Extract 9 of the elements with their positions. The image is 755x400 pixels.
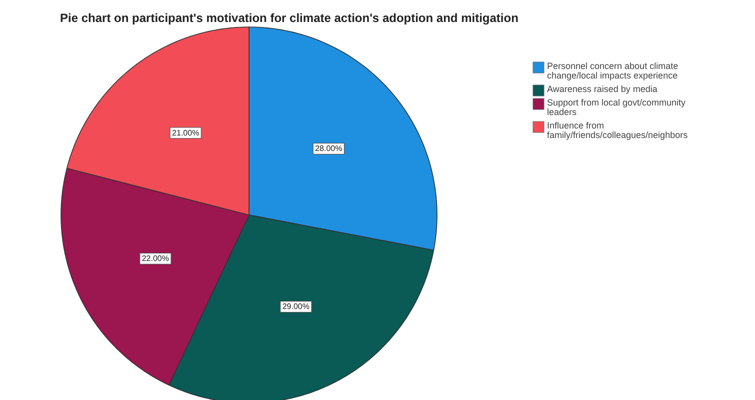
data-label: 21.00% xyxy=(172,128,200,138)
data-label: 28.00% xyxy=(315,144,342,154)
legend-label: Influence from family/friends/colleagues/neighbors xyxy=(547,120,688,140)
chart-title: Pie chart on participant's motivation for climate action's adoption and mitigation xyxy=(60,11,518,25)
data-label: 22.00% xyxy=(142,254,170,264)
legend-label: Awareness raised by media xyxy=(547,84,658,94)
legend-label: Support from local govt/community leaders xyxy=(547,98,686,117)
legend-label: Personnel concern about climate change/local impacts experience xyxy=(547,61,678,80)
data-label: 29.00% xyxy=(282,302,310,312)
